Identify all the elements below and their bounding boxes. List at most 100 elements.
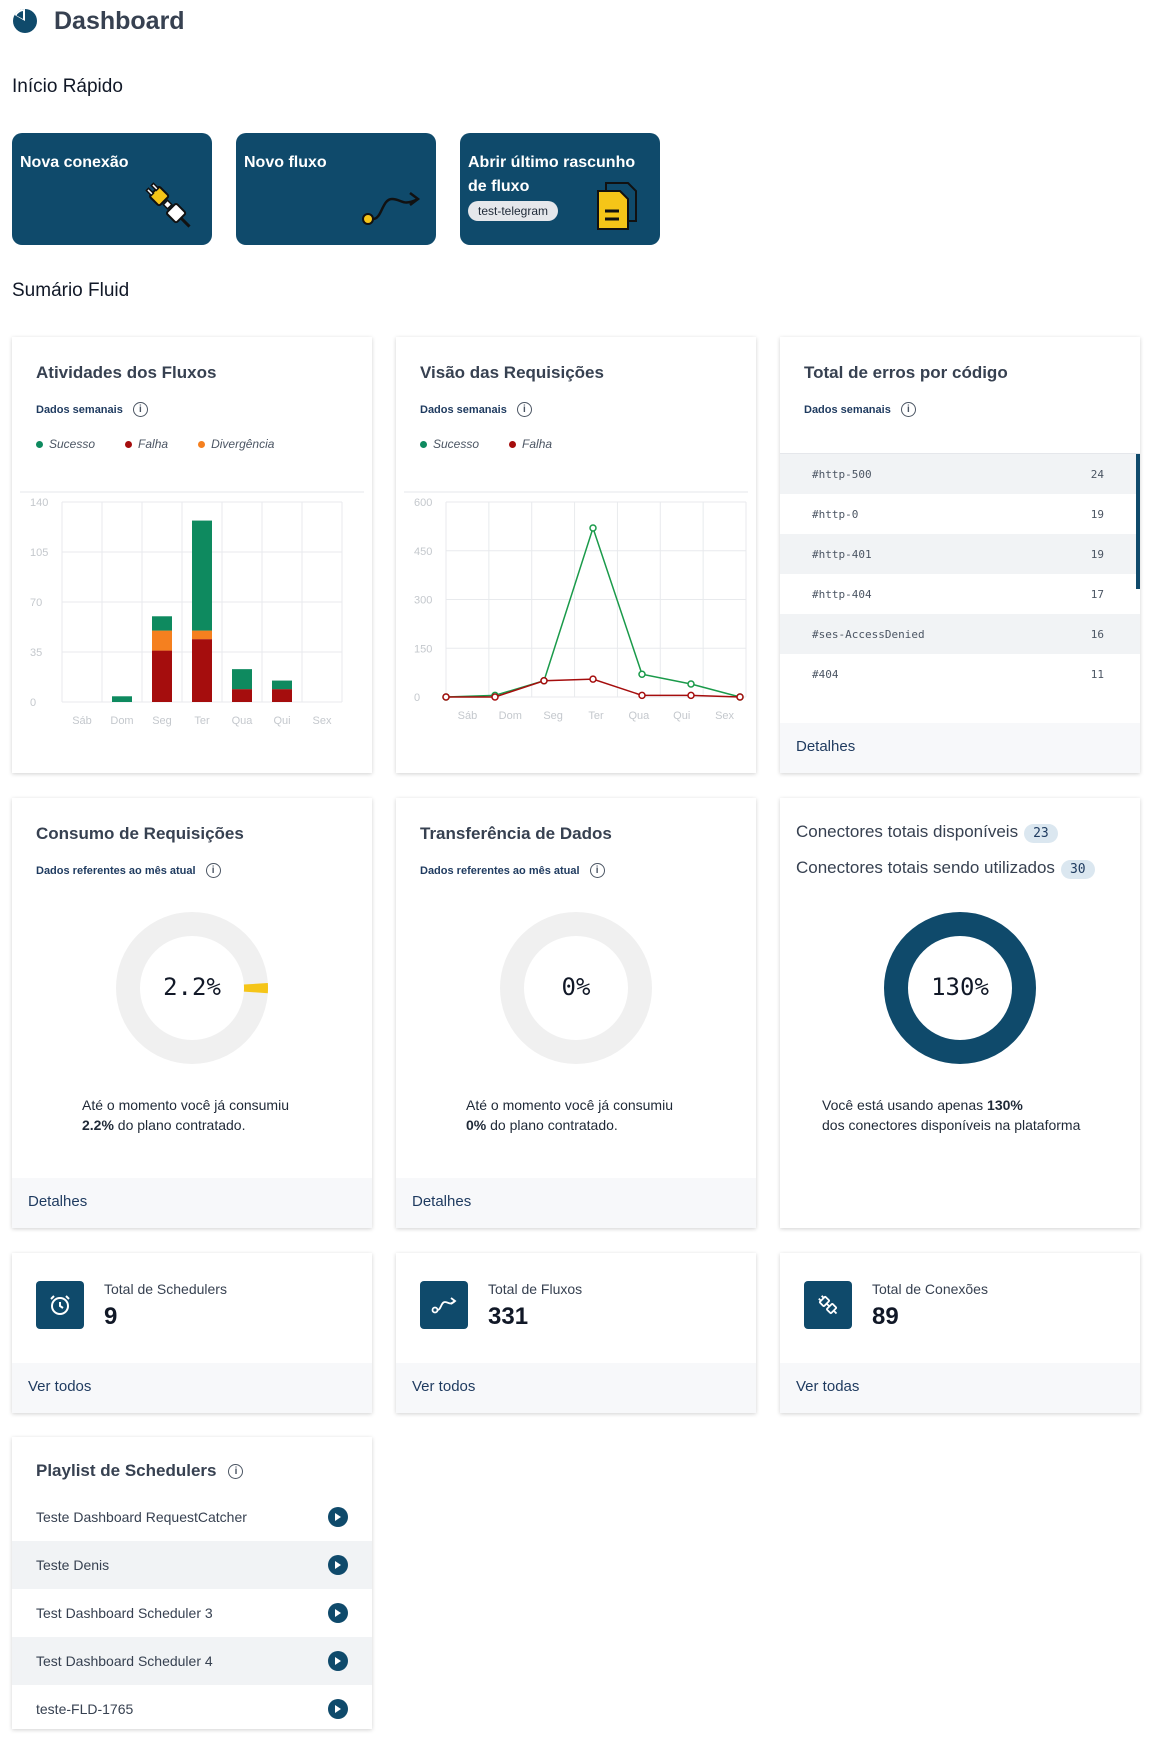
legend-failure[interactable]: Falha xyxy=(509,437,552,451)
weekly-label: Dados semanais xyxy=(36,403,123,416)
new-flow-button[interactable]: Novo fluxo xyxy=(236,133,436,245)
available-connectors: Conectores totais disponíveis 23 xyxy=(796,822,1058,843)
flow-arrow-icon xyxy=(420,1281,468,1329)
playlist-item-label: Teste Dashboard RequestCatcher xyxy=(36,1509,247,1525)
play-icon[interactable] xyxy=(328,1651,348,1671)
x-tick-label: Sex xyxy=(715,710,734,722)
x-tick-label: Qui xyxy=(273,715,290,727)
playlist-item: Teste Dashboard RequestCatcher xyxy=(12,1493,372,1541)
legend-success[interactable]: Sucesso xyxy=(420,437,479,451)
requests-view-subtitle: Dados semanais i xyxy=(420,402,532,417)
error-row[interactable]: #http-0 19 xyxy=(780,494,1140,534)
bar-sucesso xyxy=(232,669,252,690)
point-sucesso xyxy=(687,680,695,688)
error-row[interactable]: #http-401 19 xyxy=(780,534,1140,574)
new-flow-label: Novo fluxo xyxy=(244,154,327,171)
y-tick-label: 450 xyxy=(414,546,432,558)
schedulers-value: 9 xyxy=(104,1303,118,1330)
consumption-footer: Detalhes xyxy=(12,1178,372,1228)
details-link[interactable]: Detalhes xyxy=(28,1193,88,1210)
flow-activities-subtitle: Dados semanais i xyxy=(36,402,148,417)
bar-falha xyxy=(192,639,212,702)
weekly-label: Dados semanais xyxy=(420,403,507,416)
error-row[interactable]: #ses-AccessDenied 16 xyxy=(780,614,1140,654)
point-sucesso xyxy=(589,524,597,532)
info-icon[interactable]: i xyxy=(132,402,148,417)
requests-view-card: Visão das Requisições Dados semanais i S… xyxy=(396,337,756,773)
legend-success[interactable]: Sucesso xyxy=(36,437,95,451)
consumption-donut xyxy=(116,912,268,1064)
requests-consumption-card: Consumo de Requisições Dados referentes … xyxy=(12,798,372,1228)
data-transfer-card: Transferência de Dados Dados referentes … xyxy=(396,798,756,1228)
x-tick-label: Dom xyxy=(110,715,133,727)
x-tick-label: Qua xyxy=(628,710,650,722)
details-link[interactable]: Detalhes xyxy=(412,1193,472,1210)
playlist-item: Test Dashboard Scheduler 4 xyxy=(12,1637,372,1685)
transfer-value: 0% xyxy=(561,973,591,1001)
x-tick-label: Sáb xyxy=(72,715,92,727)
view-all-connections-link[interactable]: Ver todas xyxy=(796,1378,860,1395)
x-tick-label: Ter xyxy=(588,710,604,722)
new-connection-button[interactable]: Nova conexão xyxy=(12,133,212,245)
monthly-label: Dados referentes ao mês atual xyxy=(420,864,580,877)
point-falha xyxy=(687,691,695,700)
view-all-schedulers-link[interactable]: Ver todos xyxy=(28,1378,92,1395)
error-count: 11 xyxy=(1090,667,1104,681)
view-all-flows-link[interactable]: Ver todos xyxy=(412,1378,476,1395)
flow-activities-chart: 0 35 70 105 140 Sáb Dom Seg Ter Qua Qui Sex xyxy=(20,491,364,727)
y-tick-label: 150 xyxy=(414,643,432,655)
x-tick-label: Ter xyxy=(194,715,210,727)
error-row[interactable]: #http-404 17 xyxy=(780,574,1140,614)
weekly-label: Dados semanais xyxy=(804,403,891,416)
info-icon[interactable]: i xyxy=(516,402,532,417)
play-icon[interactable] xyxy=(328,1699,348,1719)
errors-card: Total de erros por código Dados semanais… xyxy=(780,337,1140,773)
y-tick-label: 70 xyxy=(30,597,42,609)
x-tick-label: Seg xyxy=(152,715,172,727)
point-falha xyxy=(491,693,499,701)
scrollbar[interactable] xyxy=(1136,454,1140,589)
x-tick-label: Sex xyxy=(313,715,332,727)
point-falha xyxy=(442,693,450,701)
play-icon[interactable] xyxy=(328,1507,348,1527)
error-row[interactable]: #http-500 24 xyxy=(780,454,1140,494)
info-icon[interactable]: i xyxy=(900,402,916,417)
chart-legend: Sucesso Falha xyxy=(420,437,552,451)
error-row[interactable]: #404 11 xyxy=(780,654,1140,693)
play-icon[interactable] xyxy=(328,1603,348,1623)
legend-failure[interactable]: Falha xyxy=(125,437,168,451)
point-sucesso xyxy=(638,670,646,678)
schedulers-label: Total de Schedulers xyxy=(104,1281,227,1297)
y-tick-label: 0 xyxy=(30,697,36,709)
flows-label: Total de Fluxos xyxy=(488,1281,583,1297)
flows-value: 331 xyxy=(488,1303,529,1330)
playlist-item-label: Teste Denis xyxy=(36,1557,110,1573)
error-count: 16 xyxy=(1090,627,1104,641)
errors-title: Total de erros por código xyxy=(804,363,1008,382)
errors-list[interactable]: #http-500 24 #http-0 19 #http-401 19 #http-404… xyxy=(780,453,1140,693)
x-tick-label: Seg xyxy=(543,710,563,722)
errors-footer: Detalhes xyxy=(780,723,1140,773)
connectors-description: Você está usando apenas 130% dos conecto… xyxy=(822,1097,1081,1133)
point-falha xyxy=(736,693,744,701)
open-last-draft-button[interactable]: Abrir último rascunho de fluxo test-tele… xyxy=(460,133,660,245)
error-code: #404 xyxy=(812,667,839,681)
schedulers-footer: Ver todos xyxy=(12,1363,372,1413)
y-tick-label: 600 xyxy=(414,497,432,509)
flow-arrow-icon xyxy=(362,192,421,225)
requests-view-title: Visão das Requisições xyxy=(420,363,604,382)
bar-divergência xyxy=(192,630,212,640)
legend-divergence[interactable]: Divergência xyxy=(198,437,274,451)
bar-sucesso xyxy=(112,696,132,702)
info-icon[interactable]: i xyxy=(228,1463,244,1479)
info-icon[interactable]: i xyxy=(205,863,221,878)
x-tick-label: Qui xyxy=(673,710,690,722)
playlist-item-label: Test Dashboard Scheduler 3 xyxy=(36,1605,213,1621)
connections-value: 89 xyxy=(872,1303,899,1330)
flow-activities-title: Atividades dos Fluxos xyxy=(36,363,217,382)
flows-footer: Ver todos xyxy=(396,1363,756,1413)
info-icon[interactable]: i xyxy=(589,863,605,878)
play-icon[interactable] xyxy=(328,1555,348,1575)
quick-start-title: Início Rápido xyxy=(12,76,123,97)
details-link[interactable]: Detalhes xyxy=(796,738,856,755)
